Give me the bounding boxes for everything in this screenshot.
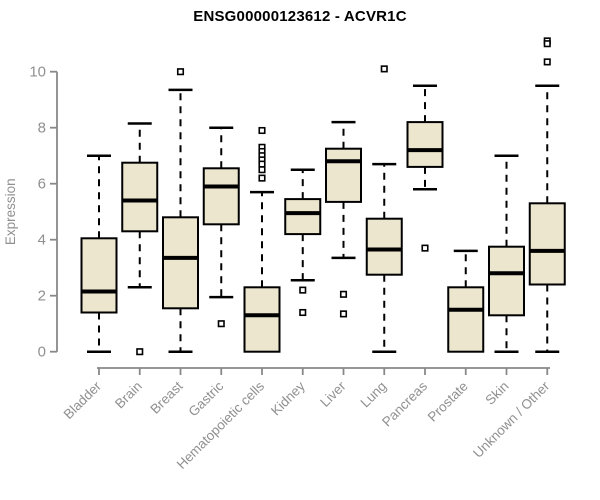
x-tick-label-liver: Liver [317,378,349,410]
x-tick-label-bladder: Bladder [61,378,105,422]
chart-title: ENSG00000123612 - ACVR1C [193,8,407,25]
y-tick-label: 2 [38,288,46,305]
box-skin [488,154,525,353]
outlier-point [136,348,144,356]
outlier-point [543,40,551,48]
box-prostate [447,249,485,353]
box-liver [325,120,362,318]
y-tick-label: 0 [38,344,46,361]
outlier-point [421,244,429,252]
box-bladder [80,154,118,353]
y-axis-title: Expression [3,178,18,245]
box-breast [162,68,199,353]
y-tick-label: 8 [38,120,46,137]
outlier-point [258,174,266,182]
iqr-box [162,216,199,310]
y-tick-label: 10 [29,64,46,81]
iqr-box [528,202,566,286]
iqr-box [80,237,118,314]
outlier-point [176,68,185,76]
outlier-point [339,290,348,298]
box-gastric [202,126,240,328]
box-brain [121,122,159,356]
outlier-point [258,166,266,174]
outlier-point [299,286,307,294]
iqr-box [447,286,485,353]
iqr-box [202,167,240,226]
x-tick-label-brain: Brain [112,379,145,412]
outlier-point [339,310,348,318]
y-tick-label: 4 [38,232,46,249]
box-lung [365,65,403,353]
y-axis: 0 2 4 6 8 10 Expression [3,64,58,361]
outlier-point [543,58,551,66]
iqr-box [488,245,525,317]
outlier-point [217,320,225,328]
iqr-box [243,286,281,353]
iqr-box [365,217,403,276]
x-tick-label-kidney: Kidney [268,378,308,418]
outlier-point [258,126,266,135]
box-unknown-other [528,37,566,353]
x-tick-label-breast: Breast [147,378,185,416]
iqr-box [406,121,444,168]
x-tick-label-unknown-other: Unknown / Other [470,378,553,461]
x-tick-label-pancreas: Pancreas [379,378,430,429]
iqr-box [325,147,362,203]
outlier-point [299,308,307,317]
x-tick-label-lung: Lung [358,379,390,411]
outlier-point [258,160,266,168]
x-tick-label-prostate: Prostate [425,379,471,425]
iqr-box [121,161,159,233]
box-pancreas [406,84,444,252]
box-kidney [284,168,322,317]
y-tick-label: 6 [38,176,46,193]
iqr-box [284,198,322,236]
box-hematopoietic-cells [243,126,281,353]
outlier-point [380,65,388,73]
x-tick-label-gastric: Gastric [186,378,227,419]
x-tick-label-skin: Skin [482,379,511,408]
